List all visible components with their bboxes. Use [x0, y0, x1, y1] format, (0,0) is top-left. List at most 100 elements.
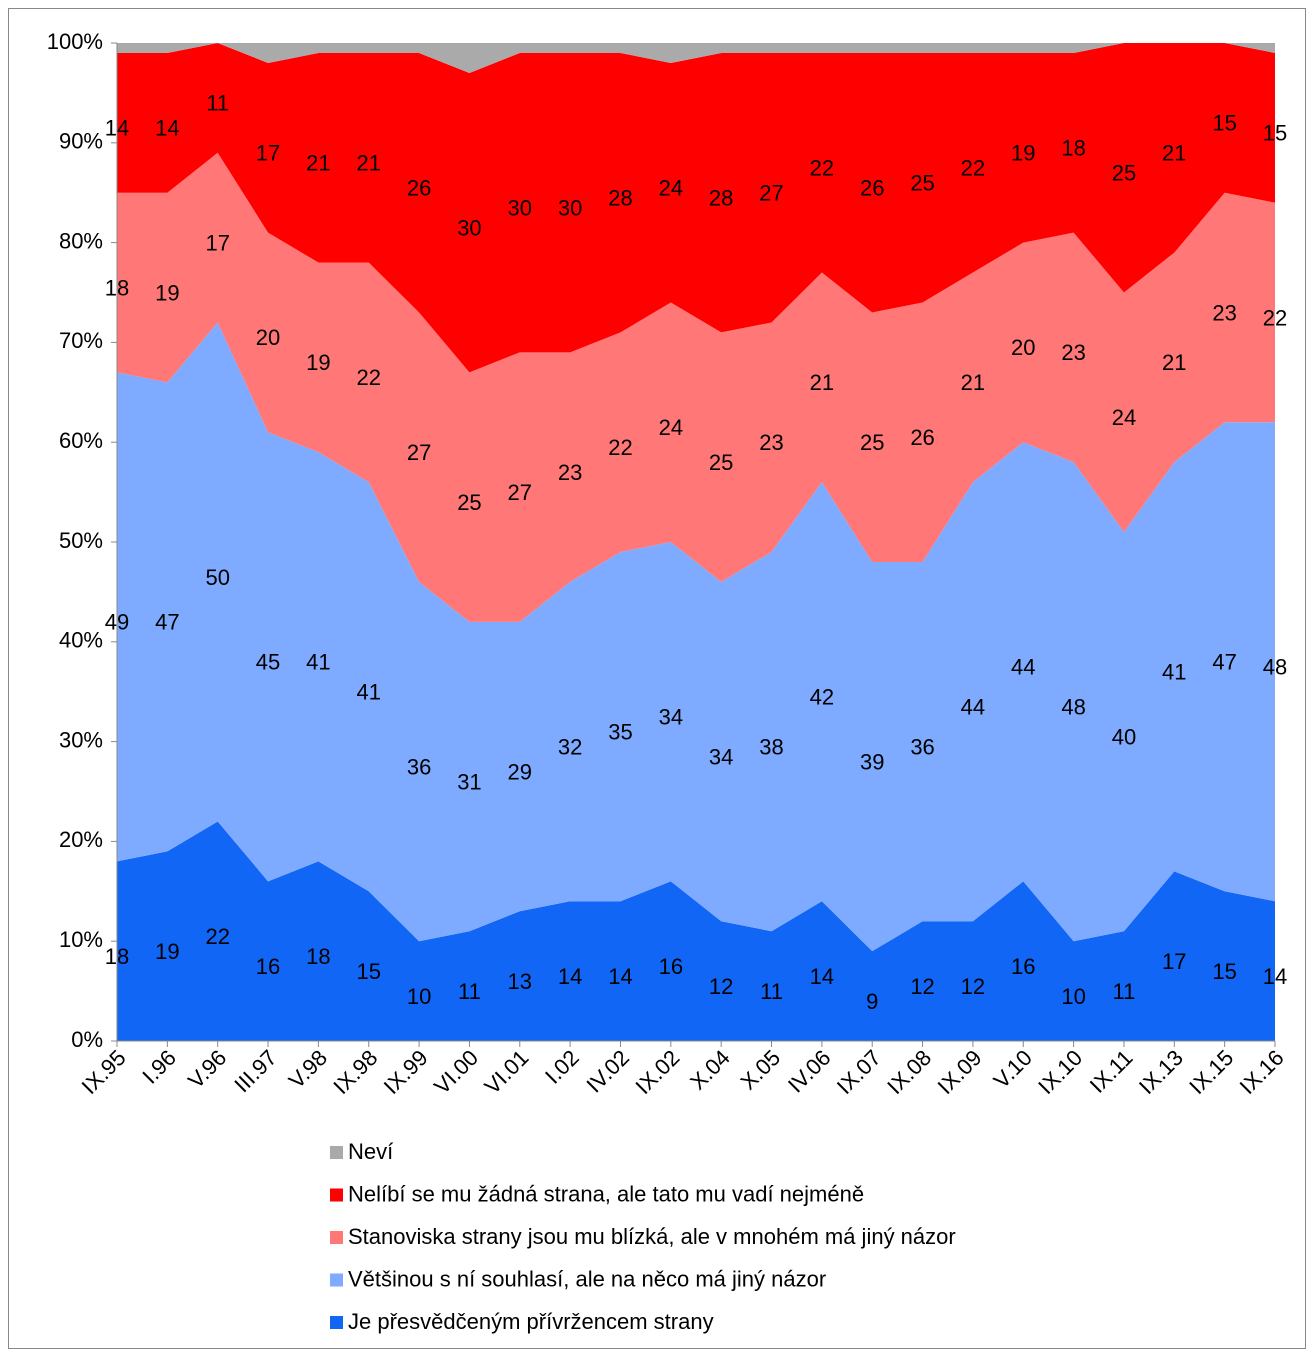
- data-label: 32: [558, 734, 582, 759]
- legend-label: Je přesvědčeným přívržencem strany: [348, 1309, 714, 1334]
- legend-label: Nelíbí se mu žádná strana, ale tato mu v…: [348, 1181, 864, 1206]
- data-label: 24: [1112, 405, 1136, 430]
- data-label: 21: [1162, 350, 1186, 375]
- data-label: 50: [205, 565, 229, 590]
- y-tick-label: 0%: [71, 1027, 103, 1052]
- y-tick-label: 100%: [47, 29, 103, 54]
- data-label: 23: [558, 460, 582, 485]
- data-label: 25: [910, 171, 934, 196]
- y-tick-label: 40%: [59, 628, 103, 653]
- data-label: 17: [256, 141, 280, 166]
- data-label: 24: [659, 415, 683, 440]
- data-label: 22: [608, 435, 632, 460]
- data-label: 12: [910, 974, 934, 999]
- data-label: 21: [1162, 141, 1186, 166]
- data-label: 19: [306, 350, 330, 375]
- data-label: 19: [155, 280, 179, 305]
- data-label: 14: [608, 964, 632, 989]
- legend-swatch: [330, 1316, 343, 1329]
- data-label: 44: [961, 694, 985, 719]
- y-tick-label: 70%: [59, 328, 103, 353]
- data-label: 39: [860, 749, 884, 774]
- data-label: 19: [1011, 141, 1035, 166]
- legend-swatch: [330, 1188, 343, 1202]
- data-label: 16: [659, 954, 683, 979]
- data-label: 16: [1011, 954, 1035, 979]
- data-label: 10: [407, 984, 431, 1009]
- area: [117, 322, 1275, 952]
- data-label: 48: [1061, 694, 1085, 719]
- data-label: 23: [1061, 340, 1085, 365]
- data-label: 42: [810, 685, 834, 710]
- data-label: 11: [206, 91, 229, 116]
- data-label: 25: [860, 430, 884, 455]
- y-tick-label: 50%: [59, 528, 103, 553]
- data-label: 38: [759, 734, 783, 759]
- data-label: 22: [810, 156, 834, 181]
- data-label: 45: [256, 650, 280, 675]
- data-label: 22: [356, 365, 380, 390]
- data-label: 25: [709, 450, 733, 475]
- area: [117, 821, 1275, 1041]
- data-label: 35: [608, 719, 632, 744]
- area: [117, 152, 1275, 622]
- data-label: 25: [457, 490, 481, 515]
- data-label: 30: [508, 195, 532, 220]
- legend-label: Většinou s ní souhlasí, ale na něco má j…: [348, 1266, 826, 1291]
- y-tick-label: 90%: [59, 129, 103, 154]
- data-label: 22: [961, 156, 985, 181]
- data-label: 30: [558, 195, 582, 220]
- data-label: 21: [356, 151, 380, 176]
- data-label: 17: [205, 230, 229, 255]
- data-label: 27: [407, 440, 431, 465]
- data-label: 26: [860, 176, 884, 201]
- data-label: 15: [1263, 121, 1287, 146]
- legend-label: Neví: [348, 1139, 393, 1164]
- legend-swatch: [330, 1146, 343, 1159]
- data-label: 23: [1212, 300, 1236, 325]
- data-label: 12: [961, 974, 985, 999]
- data-label: 11: [458, 979, 481, 1004]
- data-label: 12: [709, 974, 733, 999]
- data-label: 16: [256, 954, 280, 979]
- data-label: 15: [1212, 959, 1236, 984]
- area: [117, 43, 1275, 373]
- data-label: 18: [306, 944, 330, 969]
- data-label: 11: [760, 979, 783, 1004]
- y-tick-label: 30%: [59, 727, 103, 752]
- data-label: 22: [205, 924, 229, 949]
- data-label: 9: [866, 989, 878, 1014]
- y-tick-label: 10%: [59, 927, 103, 952]
- y-tick-label: 20%: [59, 827, 103, 852]
- y-tick-label: 80%: [59, 228, 103, 253]
- data-label: 22: [1263, 305, 1287, 330]
- data-label: 41: [356, 680, 380, 705]
- data-label: 24: [659, 176, 683, 201]
- data-label: 14: [1263, 964, 1287, 989]
- data-label: 18: [1061, 136, 1085, 161]
- data-label: 26: [910, 425, 934, 450]
- data-label: 19: [155, 939, 179, 964]
- data-label: 14: [558, 964, 582, 989]
- data-label: 36: [407, 754, 431, 779]
- data-label: 44: [1011, 655, 1035, 680]
- data-label: 34: [659, 704, 683, 729]
- data-label: 29: [508, 759, 532, 784]
- data-label: 21: [306, 151, 330, 176]
- data-label: 47: [155, 610, 179, 635]
- data-label: 13: [508, 969, 532, 994]
- data-label: 23: [759, 430, 783, 455]
- data-label: 34: [709, 744, 733, 769]
- data-label: 14: [810, 964, 834, 989]
- data-label: 30: [457, 215, 481, 240]
- data-label: 40: [1112, 724, 1136, 749]
- y-tick-label: 60%: [59, 428, 103, 453]
- data-label: 14: [155, 116, 179, 141]
- data-label: 28: [608, 186, 632, 211]
- data-label: 15: [356, 959, 380, 984]
- data-label: 27: [508, 480, 532, 505]
- data-label: 36: [910, 734, 934, 759]
- data-label: 20: [256, 325, 280, 350]
